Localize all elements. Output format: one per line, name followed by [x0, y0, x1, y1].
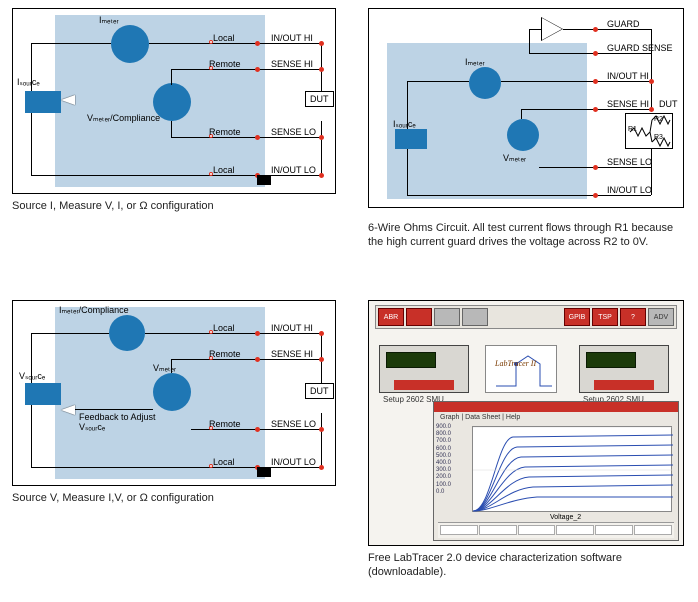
- label-feedback: Feedback to Adjust Vₛₒᵤᵣcₑ: [79, 413, 159, 433]
- label-inout-lo: IN/OUT LO: [271, 165, 316, 175]
- caption-panel2: 6-Wire Ohms Circuit. All test current fl…: [368, 222, 684, 250]
- label-sense-lo: SENSE LO: [271, 127, 316, 137]
- labtracer-screenshot: ABR GPIB TSP ? ADV Setup 2602 SMU LabTra…: [368, 300, 684, 546]
- device-diagram: [485, 345, 557, 393]
- plot-area: [472, 426, 672, 512]
- label-local-bot: Local: [213, 165, 235, 175]
- label-remote-bot: Remote: [209, 419, 241, 429]
- label-inout-hi: IN/OUT HI: [271, 33, 313, 43]
- iv-curves: [473, 427, 673, 513]
- label-imeter: Iₘₑₜₑᵣ: [99, 15, 119, 26]
- label-inout-lo: IN/OUT LO: [607, 185, 652, 195]
- toolbar-button[interactable]: ?: [620, 308, 646, 326]
- window-titlebar[interactable]: [434, 402, 678, 412]
- label-local-top: Local: [213, 33, 235, 43]
- label-guard: GUARD: [607, 19, 640, 29]
- label-imeter: Iₘₑₜₑᵣ: [465, 57, 485, 68]
- isource-node: [395, 129, 427, 149]
- label-vmeter: Vₘₑₜₑᵣ: [503, 153, 526, 164]
- vmeter-node: [153, 373, 191, 411]
- label-vmeter: Vₘₑₜₑᵣ/Compliance: [87, 113, 160, 124]
- label-guard-sense: GUARD SENSE: [607, 43, 673, 53]
- vmeter-node: [507, 119, 539, 151]
- plot-window[interactable]: Graph | Data Sheet | Help 900.0800.0700.: [433, 401, 679, 541]
- arrow-icon: [61, 95, 75, 105]
- imeter-node: [111, 25, 149, 63]
- label-remote-top: Remote: [209, 59, 241, 69]
- dut-box: DUT: [305, 91, 334, 107]
- label-vsource: Vₛₒᵤᵣcₑ: [19, 371, 45, 382]
- label-vmeter: Vₘₑₜₑᵣ: [153, 363, 176, 374]
- toolbar-button[interactable]: [434, 308, 460, 326]
- label-inout-hi: IN/OUT HI: [607, 71, 649, 81]
- instrument-right[interactable]: [579, 345, 669, 393]
- label-sense-hi: SENSE HI: [607, 99, 649, 109]
- arrow-icon: [61, 405, 75, 415]
- label-isource: Iₛₒᵤᵣcₑ: [17, 77, 40, 88]
- center-label: LabTracer II: [495, 359, 536, 368]
- label-local-top: Local: [213, 323, 235, 333]
- data-grid[interactable]: [438, 522, 674, 538]
- label-sense-lo: SENSE LO: [607, 157, 652, 167]
- label-isource: Iₛₒᵤᵣcₑ: [393, 119, 416, 130]
- toolbar-button[interactable]: ABR: [378, 308, 404, 326]
- isource-node: [25, 91, 61, 113]
- icomp-node: [109, 315, 145, 351]
- imeter-node: [469, 67, 501, 99]
- toolbar-button[interactable]: [406, 308, 432, 326]
- label-inout-lo: IN/OUT LO: [271, 457, 316, 467]
- dut-box: DUT: [305, 383, 334, 399]
- toolbar-button[interactable]: TSP: [592, 308, 618, 326]
- caption-panel4: Free LabTracer 2.0 device characterizati…: [368, 552, 684, 580]
- caption-panel3: Source V, Measure I,V, or Ω configuratio…: [12, 492, 336, 506]
- label-icomp: Iₘₑₜₑᵣ/Compliance: [59, 305, 129, 316]
- label-dut: DUT: [659, 99, 678, 109]
- dut-network: R1 R2 R3: [625, 113, 673, 149]
- label-remote-bot: Remote: [209, 127, 241, 137]
- toolbar-button[interactable]: ADV: [648, 308, 674, 326]
- panel-source-i: DUT Iₘₑₜₑᵣ Iₛₒᵤᵣcₑ Vₘₑₜₑᵣ/Compliance Loc…: [12, 8, 336, 194]
- label-inout-hi: IN/OUT HI: [271, 323, 313, 333]
- panel-source-v: DUT Iₘₑₜₑᵣ/Compliance Vₛₒᵤᵣcₑ Vₘₑₜₑᵣ Fee…: [12, 300, 336, 486]
- x-axis-label: Voltage_2: [550, 514, 581, 521]
- instrument-left[interactable]: [379, 345, 469, 393]
- label-local-bot: Local: [213, 457, 235, 467]
- label-remote-top: Remote: [209, 349, 241, 359]
- caption-panel1: Source I, Measure V, I, or Ω configurati…: [12, 200, 336, 214]
- toolbar: ABR GPIB TSP ? ADV: [375, 305, 677, 329]
- label-sense-hi: SENSE HI: [271, 59, 313, 69]
- panel-6wire: R1 R2 R3 DUT Iₘₑₜₑᵣ Iₛₒᵤᵣcₑ Vₘₑₜₑᵣ GUARD…: [368, 8, 684, 208]
- vsource-node: [25, 383, 61, 405]
- toolbar-button[interactable]: [462, 308, 488, 326]
- toolbar-button[interactable]: GPIB: [564, 308, 590, 326]
- label-sense-hi: SENSE HI: [271, 349, 313, 359]
- y-axis-labels: 900.0800.0700.0 600.0500.0400.0 300.0200…: [436, 424, 451, 496]
- label-sense-lo: SENSE LO: [271, 419, 316, 429]
- plot-tabs[interactable]: Graph | Data Sheet | Help: [440, 414, 520, 421]
